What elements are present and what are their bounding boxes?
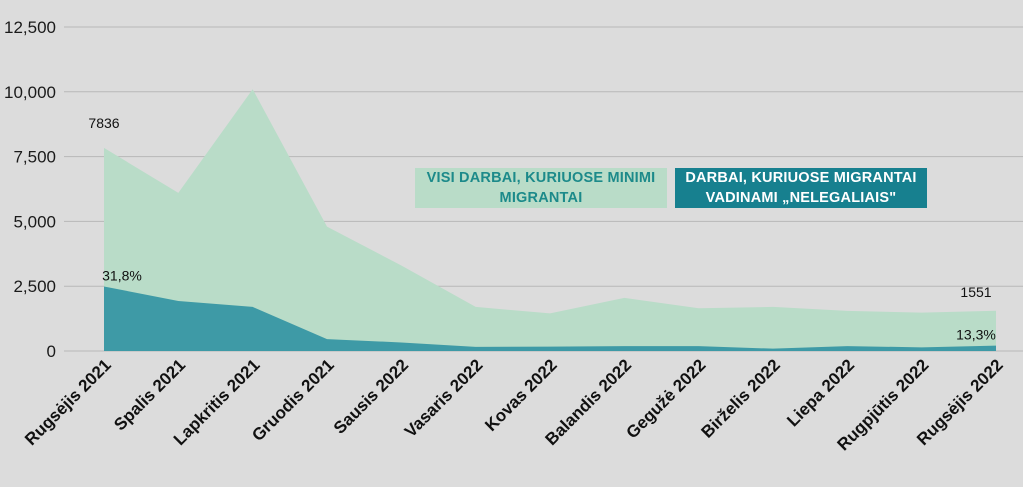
x-tick-label: Vasaris 2022 [401,355,487,441]
x-tick-label: Birželis 2022 [698,355,784,441]
x-tick-label: Spalis 2021 [110,355,189,434]
x-tick-label: Liepa 2022 [783,355,858,430]
x-tick-label: Sausis 2022 [330,355,412,437]
legend-all-jobs: VISI DARBAI, KURIUOSE MINIMI MIGRANTAI [415,168,667,208]
x-tick-label: Gegužė 2022 [623,355,710,442]
y-tick-label: 7,500 [13,148,56,167]
y-tick-label: 10,000 [4,83,56,102]
y-tick-label: 2,500 [13,277,56,296]
area-series-illegal-jobs [104,286,996,351]
y-tick-label: 0 [47,342,56,361]
x-tick-label: Rugsėjis 2021 [21,355,115,449]
data-label: 7836 [88,115,119,131]
y-tick-label: 5,000 [13,212,56,231]
legend-illegal-jobs: DARBAI, KURIUOSE MIGRANTAI VADINAMI „NEL… [675,168,927,208]
y-tick-label: 12,500 [4,18,56,37]
x-tick-label: Kovas 2022 [481,355,561,435]
area-series-all-jobs [104,89,996,351]
data-label: 13,3% [956,327,996,343]
data-label: 1551 [960,284,991,300]
data-label: 31,8% [102,267,142,283]
